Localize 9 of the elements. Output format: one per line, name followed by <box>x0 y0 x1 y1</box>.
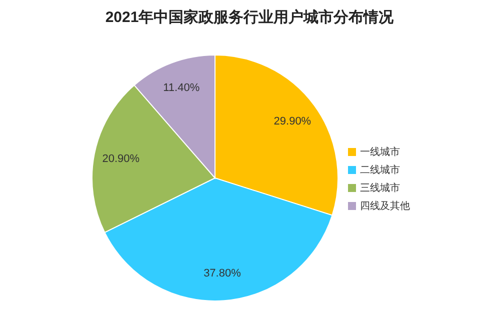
legend-label: 二线城市 <box>360 165 400 176</box>
data-label: 20.90% <box>102 153 140 166</box>
legend-label: 三线城市 <box>360 183 400 194</box>
chart-title: 2021年中国家政服务行业用户城市分布情况 <box>104 8 395 27</box>
data-label: 29.90% <box>274 115 312 128</box>
legend-label: 一线城市 <box>360 147 400 158</box>
legend-label: 四线及其他 <box>360 201 410 212</box>
data-label: 37.80% <box>204 268 242 280</box>
data-label: 11.40% <box>163 82 200 94</box>
